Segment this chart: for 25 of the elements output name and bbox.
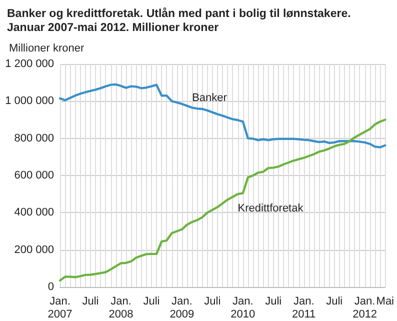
y-tick-label: 400 000 bbox=[14, 206, 54, 219]
chart-title: Banker og kredittforetak. Utlån med pant i bolig til lønnstakere. Januar 2007-mai 2012. Millioner kroner bbox=[7, 7, 354, 34]
y-tick-label: 1 000 000 bbox=[5, 95, 54, 108]
x-tick-label: Juli bbox=[326, 296, 343, 308]
x-tick-label: Jan. 2011 bbox=[292, 296, 316, 320]
y-tick-label: 800 000 bbox=[14, 132, 54, 144]
y-tick-label: 600 000 bbox=[14, 170, 54, 182]
y-tick-label: 1 200 000 bbox=[5, 58, 54, 70]
x-tick-label: Jan. 2010 bbox=[230, 296, 256, 320]
x-tick-label: Juli bbox=[204, 296, 221, 308]
x-tick-label: Jan. 2009 bbox=[170, 296, 194, 320]
x-tick-label: Jan. 2007 bbox=[48, 296, 72, 320]
y-axis-title: Millioner kroner bbox=[9, 42, 85, 54]
y-tick-label: 200 000 bbox=[14, 244, 54, 256]
x-tick-label: Mai bbox=[376, 296, 394, 308]
x-tick-label: Juli bbox=[143, 296, 160, 308]
y-tick-label: 0 bbox=[48, 281, 54, 293]
x-tick-label: Jan. 2012 bbox=[352, 296, 378, 320]
series-label: Kredittforetak bbox=[238, 202, 304, 214]
line-series bbox=[58, 83, 386, 148]
x-tick-label: Jan. 2008 bbox=[108, 296, 134, 320]
series-label: Banker bbox=[192, 92, 228, 104]
line-series bbox=[58, 118, 386, 282]
x-tick-label: Juli bbox=[82, 296, 99, 308]
x-tick-label: Juli bbox=[265, 296, 282, 308]
